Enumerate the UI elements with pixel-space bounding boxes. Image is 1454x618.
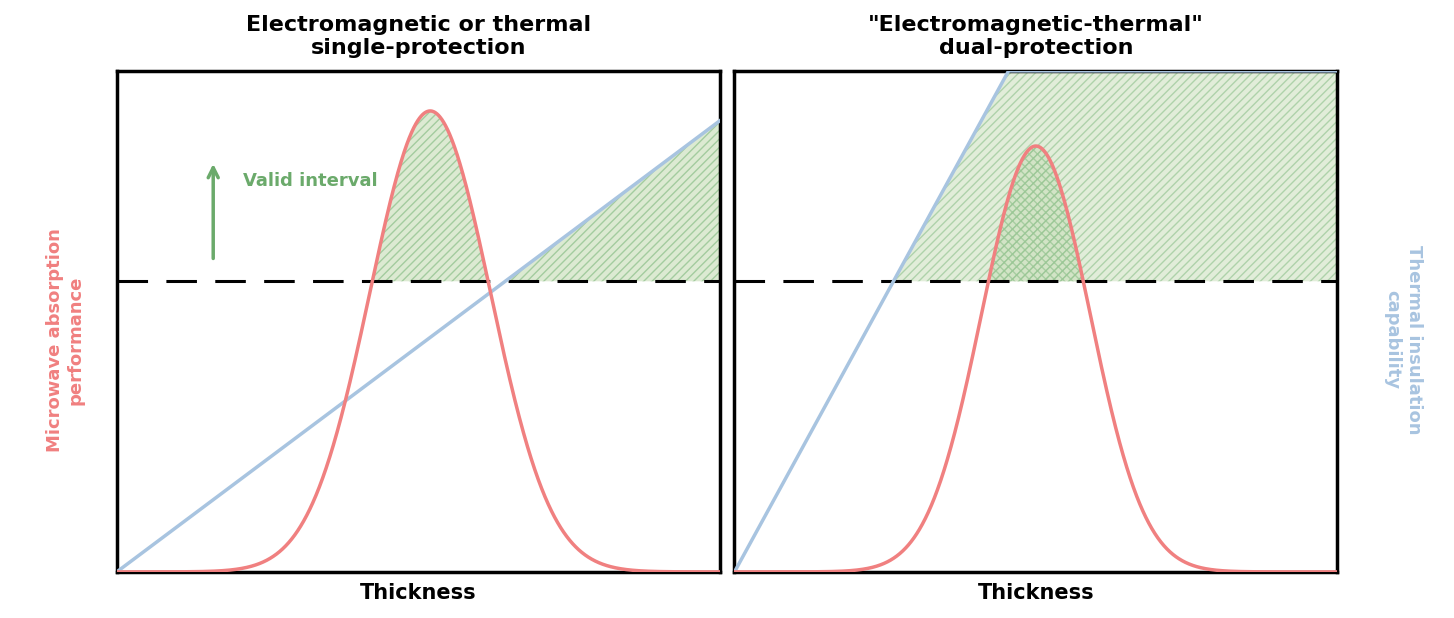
Title: Electromagnetic or thermal
single-protection: Electromagnetic or thermal single-protec… xyxy=(246,15,590,58)
Title: "Electromagnetic-thermal"
dual-protection: "Electromagnetic-thermal" dual-protectio… xyxy=(868,15,1204,58)
Text: Thermal insulation
capability: Thermal insulation capability xyxy=(1384,245,1422,434)
X-axis label: Thickness: Thickness xyxy=(359,583,477,603)
X-axis label: Thickness: Thickness xyxy=(977,583,1095,603)
Text: Valid interval: Valid interval xyxy=(243,172,378,190)
Text: Microwave absorption
performance: Microwave absorption performance xyxy=(47,228,84,452)
